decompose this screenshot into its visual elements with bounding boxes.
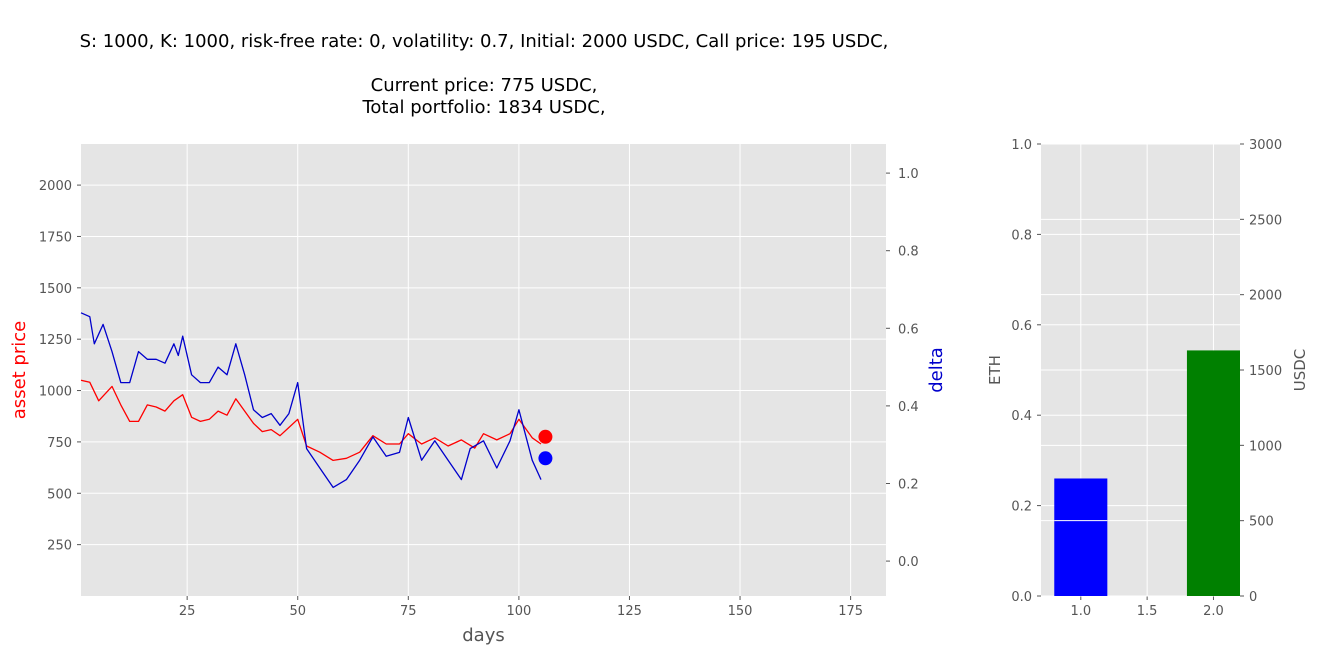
title-line-1: S: 1000, K: 1000, risk-free rate: 0, vol…: [80, 31, 889, 52]
bar-y-tick-label: 0.6: [1011, 319, 1032, 334]
current-price-marker: [538, 429, 553, 444]
eth-bar: [1054, 478, 1108, 596]
bar-x-tick-label: 1.5: [1137, 604, 1158, 619]
bar-y-axis-label: ETH: [986, 355, 1004, 385]
bar-y-tick-label: 0.8: [1011, 228, 1032, 243]
y-tick-label: 2000: [39, 179, 72, 194]
bar-y2-tick-label: 1000: [1249, 439, 1282, 454]
bar-y-tick-label: 0.2: [1011, 500, 1032, 515]
delta-line: [80, 312, 542, 489]
y-tick-label: 1750: [39, 230, 72, 245]
x-axis-label: days: [462, 625, 505, 646]
y-tick-label: 750: [47, 436, 72, 451]
plot-area: [81, 144, 886, 596]
y2-tick-label: 0.2: [898, 477, 919, 492]
bar-y-tick-label: 1.0: [1011, 138, 1032, 153]
bar-y2-tick-label: 2500: [1249, 213, 1282, 228]
y-tick-label: 1500: [39, 282, 72, 297]
asset-price-line: [80, 379, 542, 462]
y-axis-label: asset price: [9, 321, 30, 419]
x-tick-label: 175: [838, 604, 863, 619]
bar-y2-tick-label: 2000: [1249, 289, 1282, 304]
holdings-bar-axes: 1.0 1.5 2.0 0.0 0.2 0.4 0.6 0.8 1.0 0 500 1000 1500 2…: [986, 138, 1309, 619]
y2-tick-label: 0.4: [898, 400, 919, 415]
y2-tick-label: 0.6: [898, 322, 919, 337]
x-tick-label: 25: [179, 604, 196, 619]
bar-x-tick-label: 2.0: [1203, 604, 1224, 619]
bar-y2-tick-label: 0: [1249, 590, 1257, 605]
current-delta-marker: [538, 451, 553, 466]
bar-y2-tick-label: 500: [1249, 515, 1274, 530]
bar-x-tick-label: 1.0: [1070, 604, 1091, 619]
y-tick-label: 500: [47, 487, 72, 502]
bar-y2-tick-label: 1500: [1249, 364, 1282, 379]
price-delta-axes: 25 50 75 100 125 150 175 250 500 750 1000 1250 1500 1…: [9, 144, 947, 646]
y-tick-label: 250: [47, 539, 72, 554]
x-tick-label: 125: [617, 604, 642, 619]
x-tick-label: 75: [400, 604, 417, 619]
bar-y2-axis-label: USDC: [1291, 349, 1309, 392]
title-line-3: Total portfolio: 1834 USDC,: [361, 97, 605, 118]
y-tick-label: 1250: [39, 333, 72, 348]
y2-tick-label: 0.0: [898, 555, 919, 570]
x-tick-label: 100: [506, 604, 531, 619]
title-line-2: Current price: 775 USDC,: [371, 75, 598, 96]
usdc-bar: [1186, 350, 1240, 596]
y2-axis-label: delta: [926, 347, 947, 393]
bar-y2-tick-label: 3000: [1249, 138, 1282, 153]
x-tick-label: 150: [728, 604, 753, 619]
y-tick-label: 1000: [39, 385, 72, 400]
y2-tick-label: 0.8: [898, 245, 919, 260]
x-tick-label: 50: [289, 604, 306, 619]
y2-tick-label: 1.0: [898, 167, 919, 182]
bar-y-tick-label: 0.4: [1011, 409, 1032, 424]
bar-y-tick-label: 0.0: [1011, 590, 1032, 605]
